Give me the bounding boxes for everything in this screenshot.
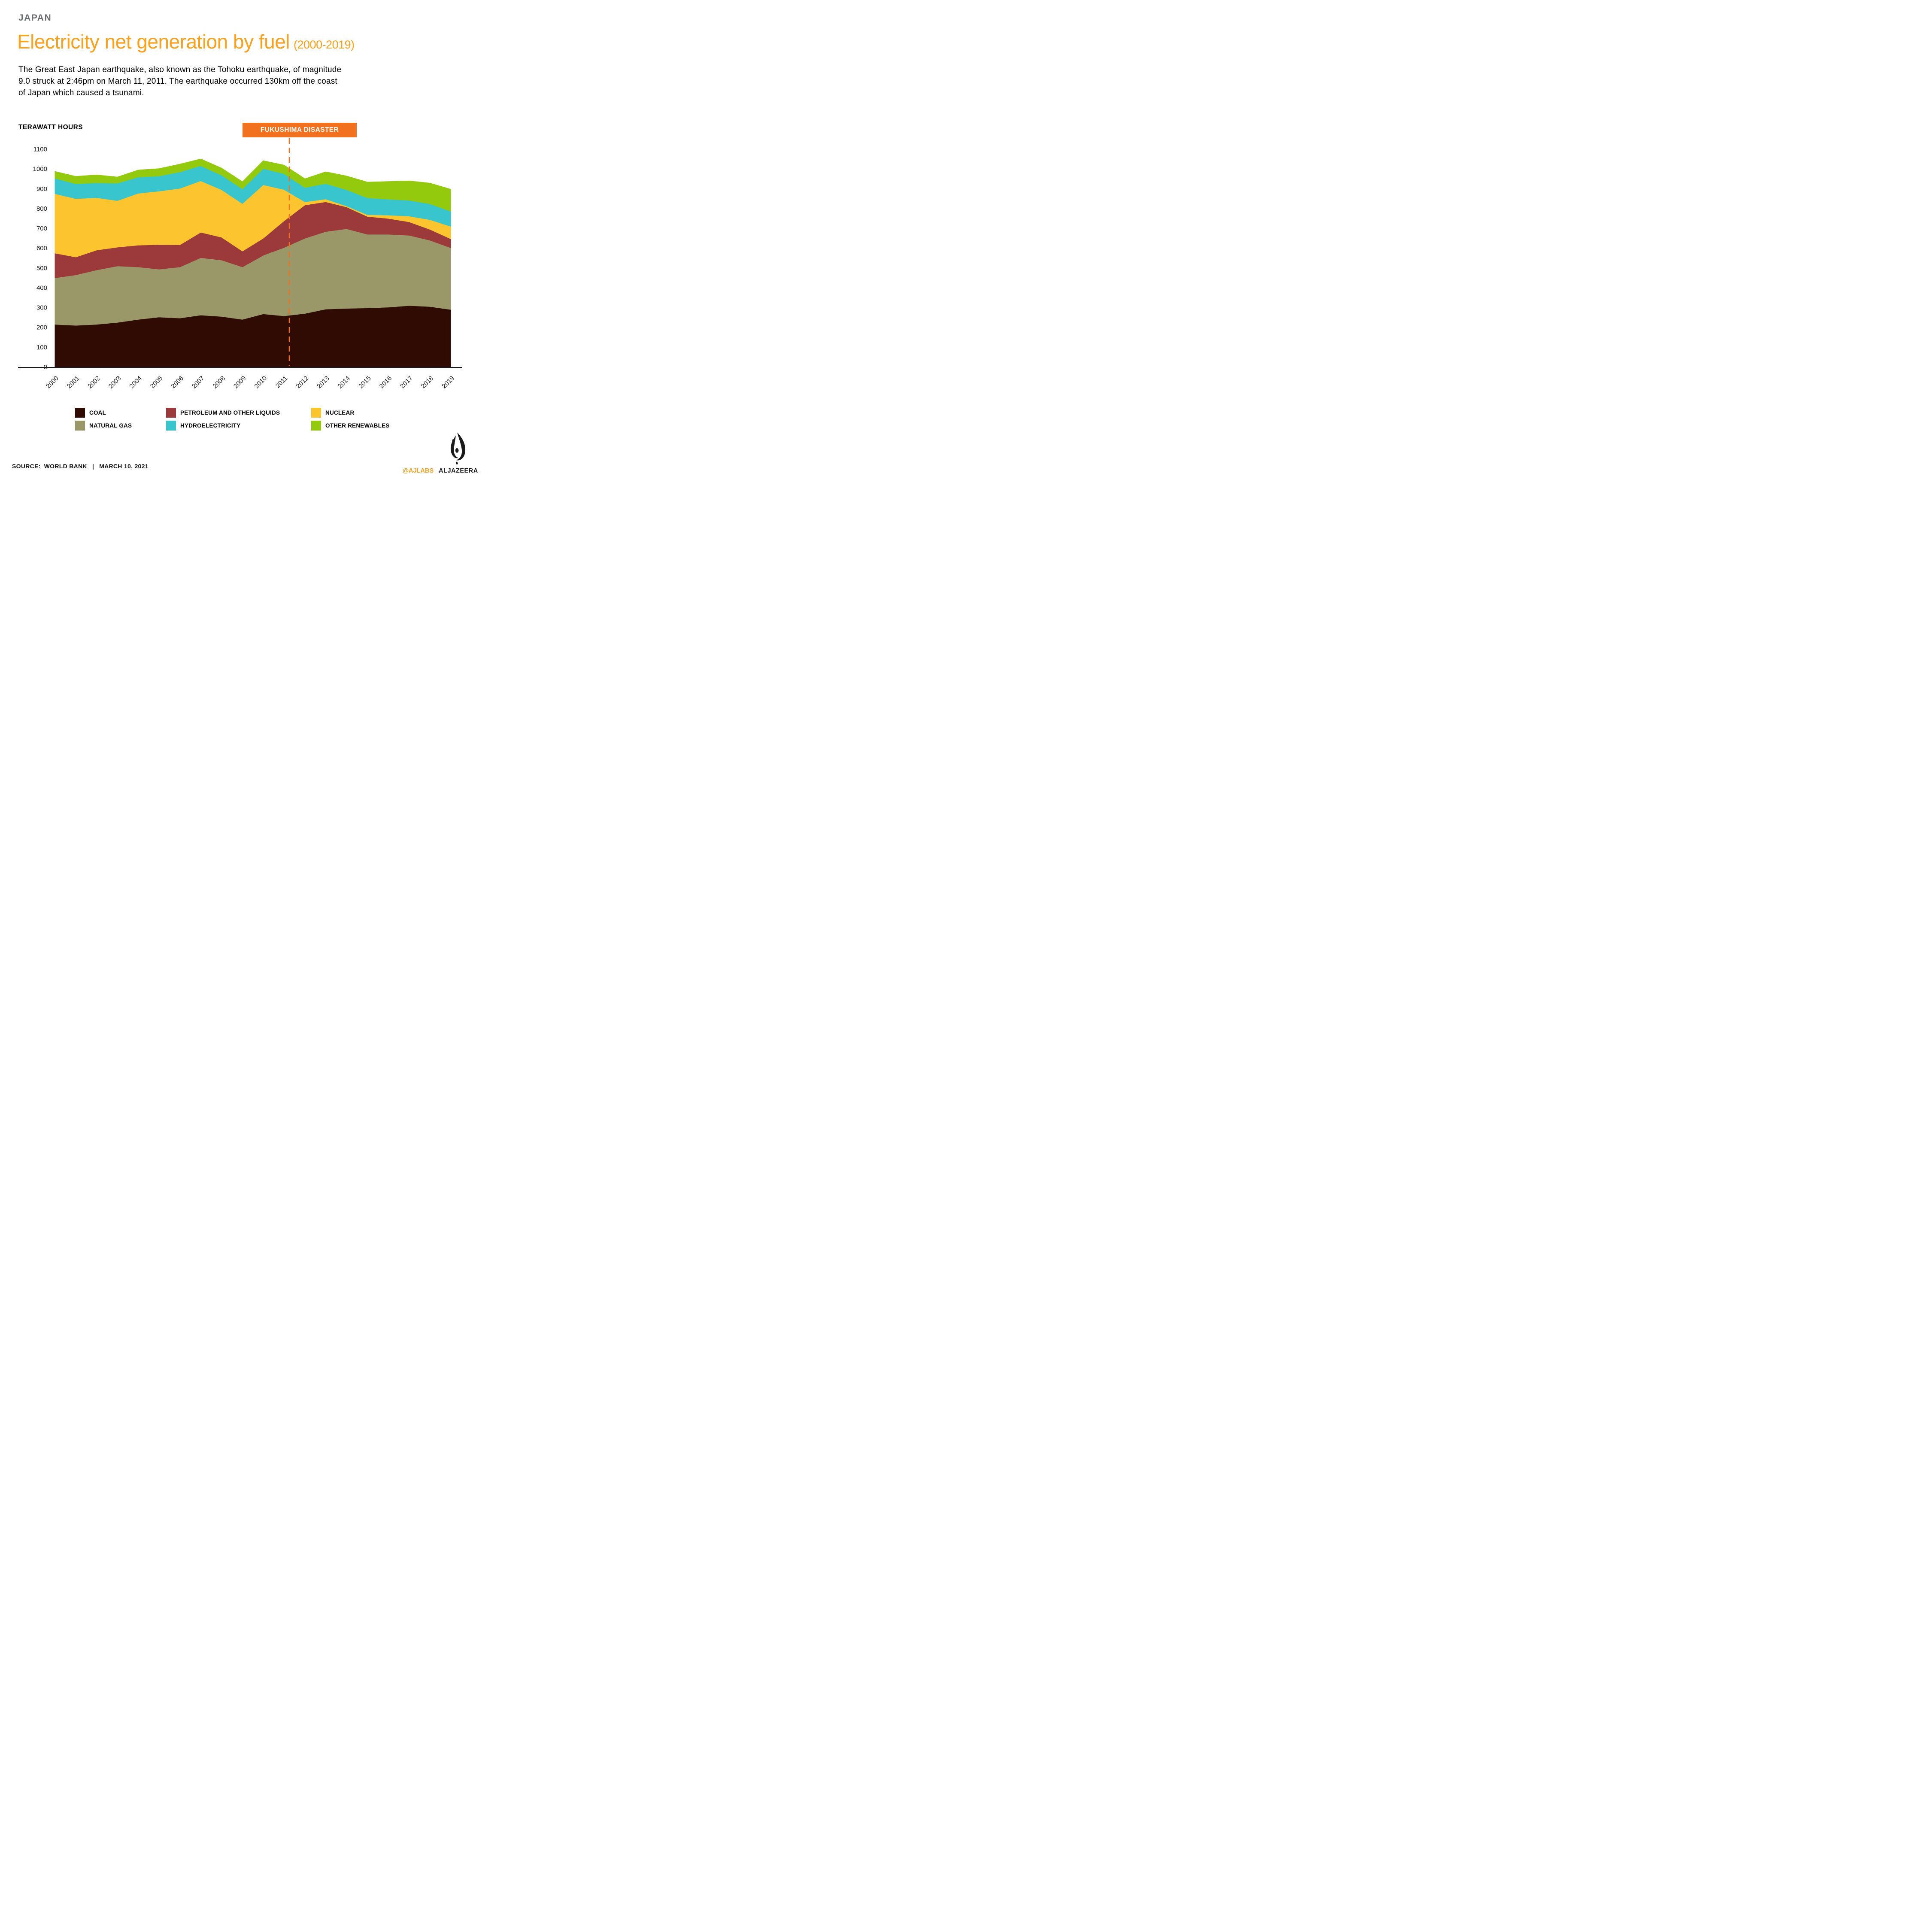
x-axis-tick-2018: 2018 bbox=[420, 375, 435, 390]
x-axis-tick-2002: 2002 bbox=[86, 375, 102, 390]
legend-label: HYDROELECTRICITY bbox=[180, 422, 241, 429]
y-axis-tick-1000: 1000 bbox=[33, 166, 47, 173]
x-axis-tick-2016: 2016 bbox=[378, 375, 394, 390]
source-value: WORLD BANK bbox=[44, 463, 87, 470]
area-other-renewables bbox=[55, 158, 451, 212]
source-separator: | bbox=[92, 463, 94, 470]
legend-label: PETROLEUM AND OTHER LIQUIDS bbox=[180, 409, 280, 416]
legend-item-other-renewables: OTHER RENEWABLES bbox=[311, 421, 459, 431]
legend-item-natural-gas: NATURAL GAS bbox=[75, 421, 166, 431]
y-axis-tick-200: 200 bbox=[36, 324, 47, 331]
chart-unit-label: TERAWATT HOURS bbox=[18, 124, 83, 131]
x-axis-tick-2006: 2006 bbox=[170, 375, 185, 390]
x-axis-tick-2013: 2013 bbox=[315, 375, 331, 390]
brand-line: @AJLABS ALJAZEERA bbox=[403, 467, 478, 474]
legend-label: NUCLEAR bbox=[325, 409, 355, 416]
fukushima-badge: FUKUSHIMA DISASTER bbox=[243, 123, 357, 137]
page-title: Electricity net generation by fuel (2000-… bbox=[17, 30, 355, 53]
chart-legend: COAL PETROLEUM AND OTHER LIQUIDS NUCLEAR… bbox=[75, 408, 459, 431]
x-axis-tick-2011: 2011 bbox=[274, 375, 289, 390]
x-axis-tick-2014: 2014 bbox=[337, 375, 352, 390]
legend-label: COAL bbox=[89, 409, 106, 416]
x-axis-tick-2005: 2005 bbox=[149, 375, 164, 390]
aljazeera-logo bbox=[450, 432, 466, 464]
x-axis-tick-2000: 2000 bbox=[45, 375, 60, 390]
aljazeera-wordmark: ALJAZEERA bbox=[439, 467, 478, 474]
x-axis-tick-2003: 2003 bbox=[107, 375, 123, 390]
description: The Great East Japan earthquake, also kn… bbox=[18, 65, 342, 97]
legend-item-nuclear: NUCLEAR bbox=[311, 408, 459, 418]
y-axis-tick-500: 500 bbox=[36, 264, 47, 272]
y-axis-tick-800: 800 bbox=[36, 205, 47, 212]
y-axis-tick-300: 300 bbox=[36, 304, 47, 312]
x-axis-tick-2012: 2012 bbox=[295, 375, 310, 390]
x-axis-tick-2015: 2015 bbox=[357, 375, 373, 390]
x-axis-tick-2008: 2008 bbox=[211, 375, 227, 390]
kicker: JAPAN bbox=[18, 13, 52, 23]
y-axis-tick-900: 900 bbox=[36, 185, 47, 193]
source-note: SOURCE: WORLD BANK | MARCH 10, 2021 bbox=[12, 463, 149, 470]
coal-swatch bbox=[75, 408, 85, 418]
legend-item-hydroelectricity: HYDROELECTRICITY bbox=[166, 421, 311, 431]
x-axis-tick-2007: 2007 bbox=[191, 375, 206, 390]
source-date: MARCH 10, 2021 bbox=[99, 463, 149, 470]
legend-label: OTHER RENEWABLES bbox=[325, 422, 390, 429]
x-axis-tick-2004: 2004 bbox=[128, 375, 143, 390]
y-axis-tick-100: 100 bbox=[36, 344, 47, 351]
x-axis-tick-2009: 2009 bbox=[232, 375, 248, 390]
y-axis-tick-1100: 1100 bbox=[33, 146, 47, 153]
source-label: SOURCE: bbox=[12, 463, 41, 470]
title-main: Electricity net generation by fuel bbox=[17, 30, 290, 53]
y-axis-tick-600: 600 bbox=[36, 245, 47, 252]
x-axis-tick-2001: 2001 bbox=[66, 375, 81, 390]
other-renewables-swatch bbox=[311, 421, 321, 431]
ajlabs-handle: @AJLABS bbox=[403, 467, 434, 474]
nuclear-swatch bbox=[311, 408, 321, 418]
natural-gas-swatch bbox=[75, 421, 85, 431]
x-axis-tick-2019: 2019 bbox=[440, 375, 456, 390]
legend-label: NATURAL GAS bbox=[89, 422, 132, 429]
y-axis-tick-700: 700 bbox=[36, 225, 47, 232]
legend-item-coal: COAL bbox=[75, 408, 166, 418]
petroleum-swatch bbox=[166, 408, 176, 418]
title-suffix: (2000-2019) bbox=[294, 38, 355, 51]
legend-item-petroleum: PETROLEUM AND OTHER LIQUIDS bbox=[166, 408, 311, 418]
stacked-area-chart: 0100200300400500600700800900100011002000… bbox=[18, 138, 462, 390]
x-axis-tick-2010: 2010 bbox=[253, 375, 269, 390]
y-axis-tick-400: 400 bbox=[36, 285, 47, 292]
x-axis-tick-2017: 2017 bbox=[399, 375, 414, 390]
hydroelectricity-swatch bbox=[166, 421, 176, 431]
infographic-page: JAPAN Electricity net generation by fuel… bbox=[0, 0, 483, 483]
